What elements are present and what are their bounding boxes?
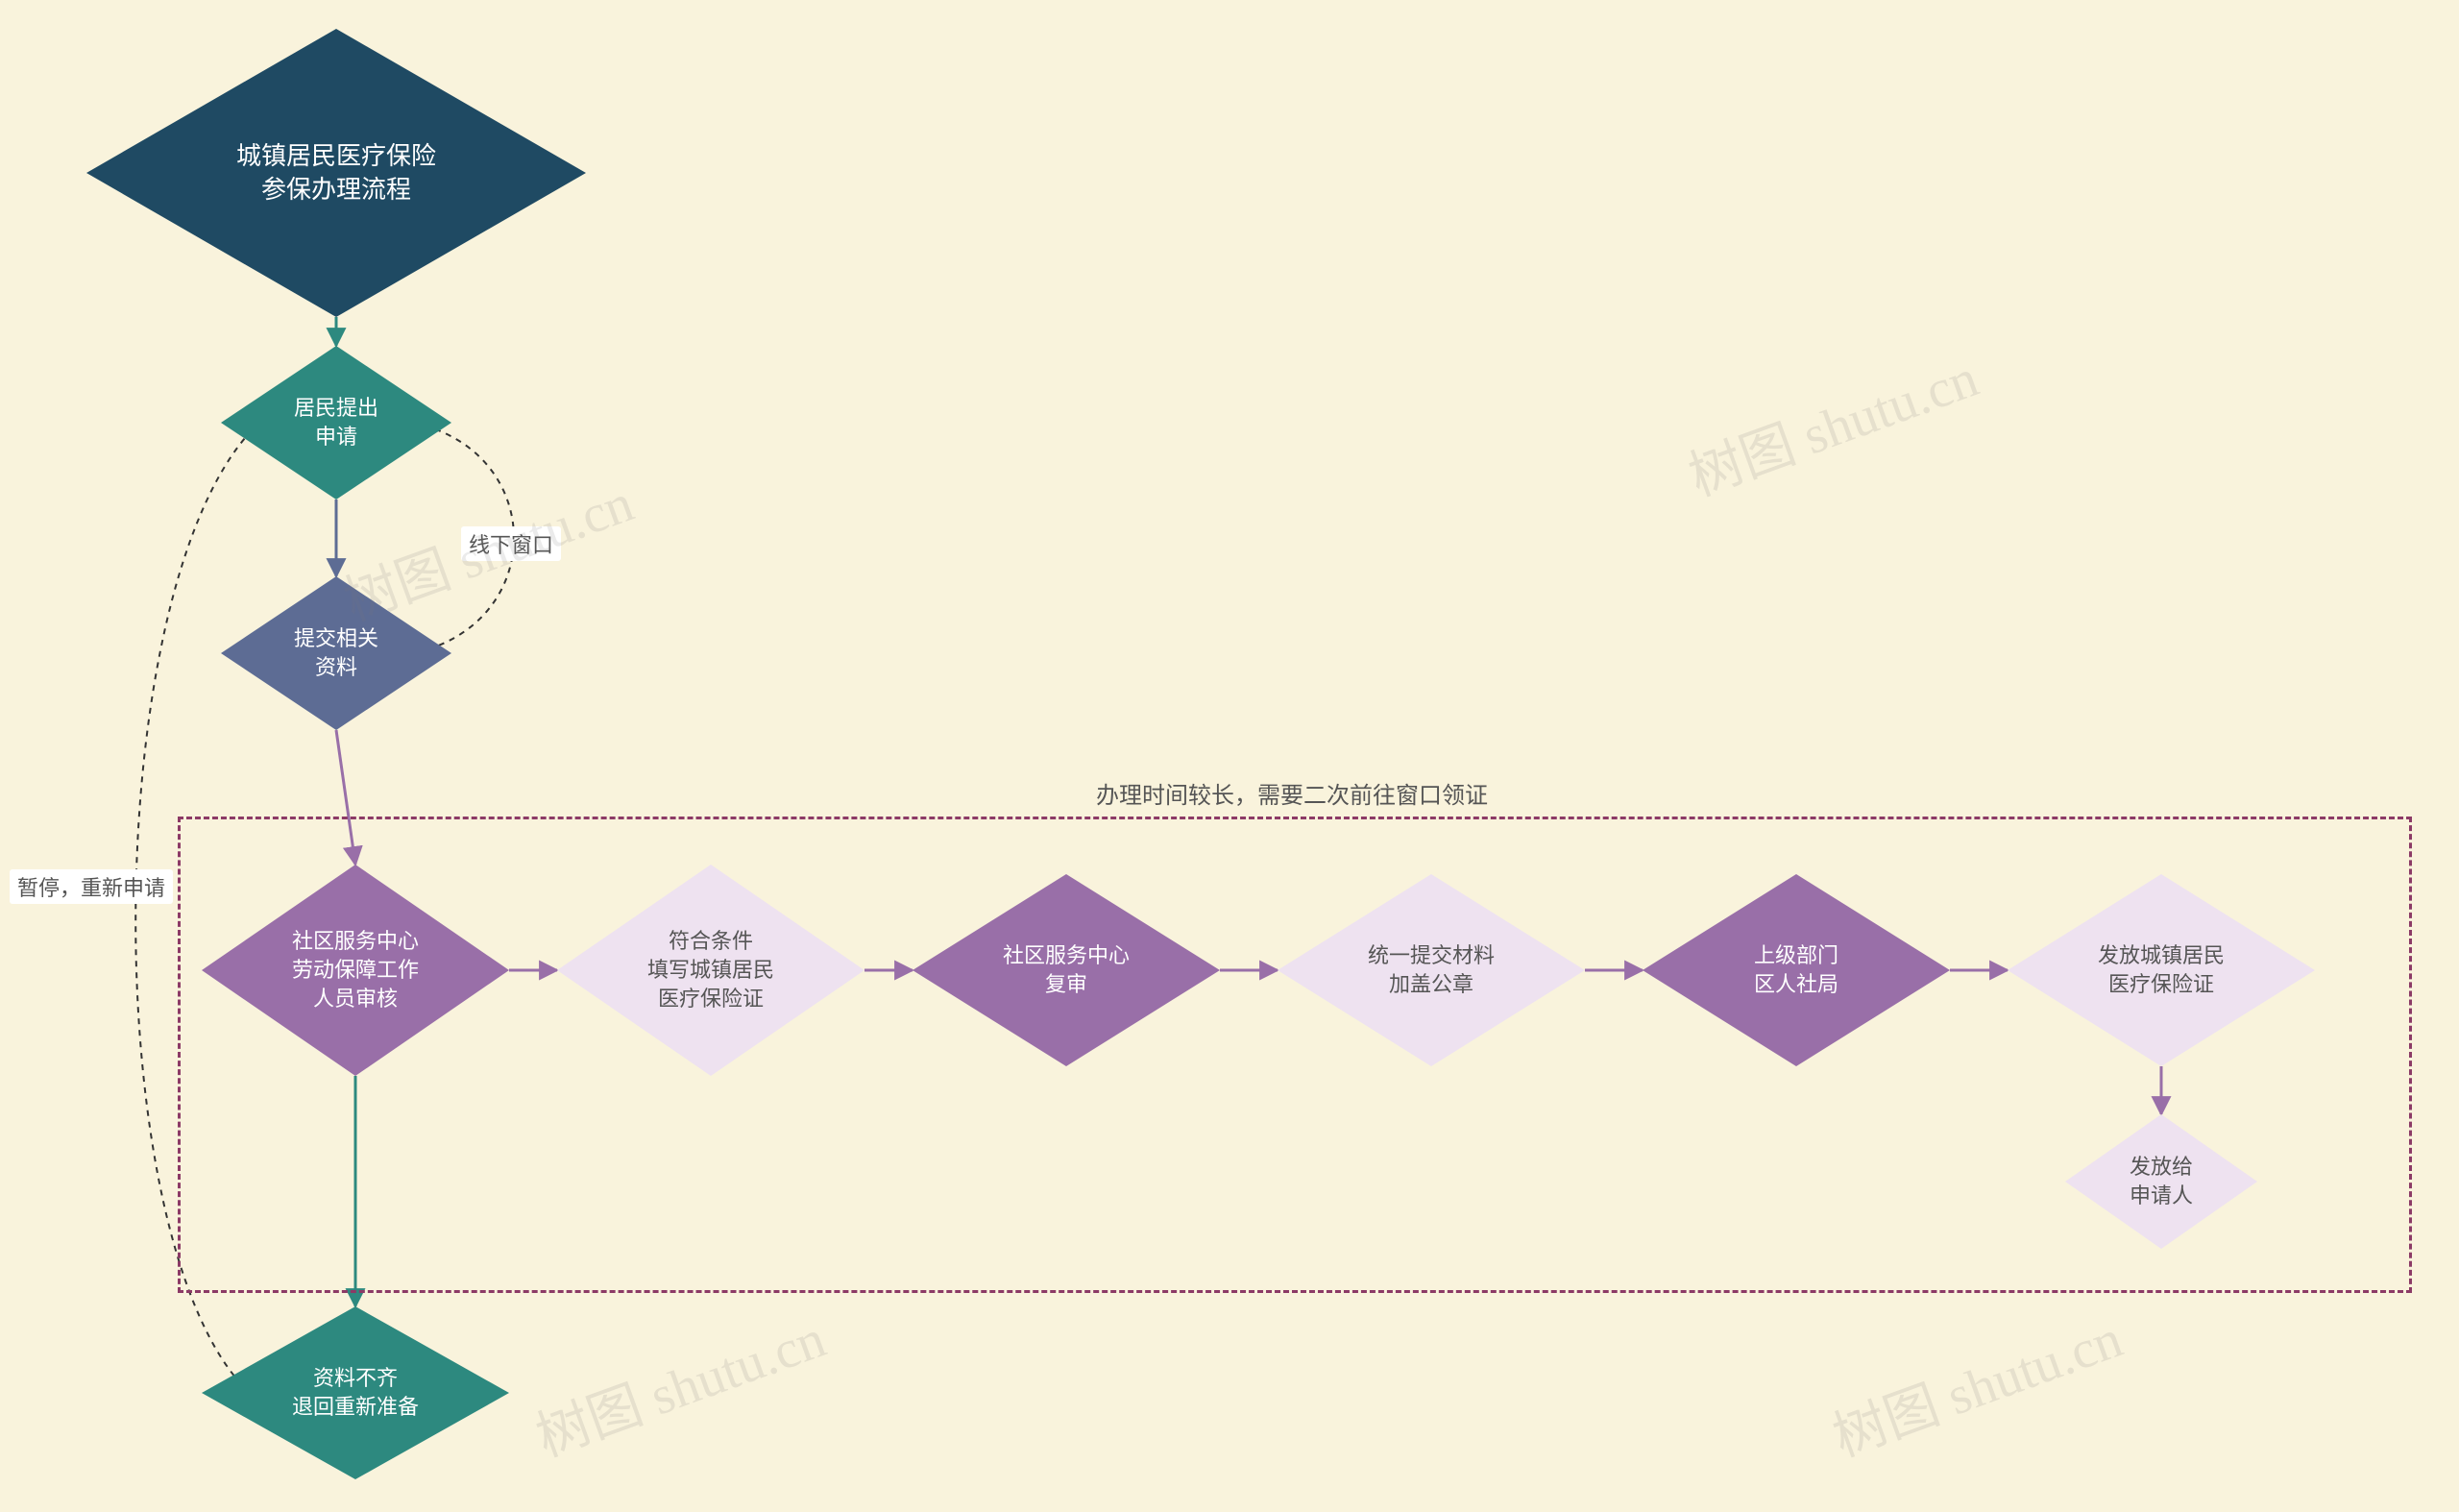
watermark-3: 树图 shutu.cn: [1821, 1296, 2131, 1473]
node-stamp-label: 统一提交材料 加盖公章: [1368, 941, 1495, 998]
watermark-1: 树图 shutu.cn: [1677, 335, 1987, 512]
node-deliver-label: 发放给 申请人: [2130, 1153, 2193, 1209]
node-submit: 提交相关 资料: [221, 576, 451, 730]
edge-label-offline-window: 线下窗口: [461, 526, 561, 561]
node-reject: 资料不齐 退回重新准备: [202, 1306, 509, 1479]
watermark-2: 树图 shutu.cn: [524, 1296, 835, 1473]
edge-label-pause-reapply: 暂停，重新申请: [10, 869, 173, 904]
node-apply-label: 居民提出 申请: [294, 394, 378, 451]
node-apply: 居民提出 申请: [221, 346, 451, 500]
node-review1-label: 社区服务中心 劳动保障工作 人员审核: [292, 927, 419, 1012]
node-review2-label: 社区服务中心 复审: [1003, 941, 1130, 998]
node-title-label: 城镇居民医疗保险 参保办理流程: [236, 139, 436, 207]
dashed-container: [178, 817, 2412, 1293]
node-superior-label: 上级部门 区人社局: [1754, 941, 1838, 998]
node-submit-label: 提交相关 资料: [294, 624, 378, 681]
node-pass-label: 符合条件 填写城镇居民 医疗保险证: [647, 927, 774, 1012]
node-title: 城镇居民医疗保险 参保办理流程: [86, 29, 586, 317]
node-issue-label: 发放城镇居民 医疗保险证: [2098, 941, 2225, 998]
node-reject-label: 资料不齐 退回重新准备: [292, 1364, 419, 1421]
dashed-container-title: 办理时间较长，需要二次前往窗口领证: [178, 776, 2406, 810]
